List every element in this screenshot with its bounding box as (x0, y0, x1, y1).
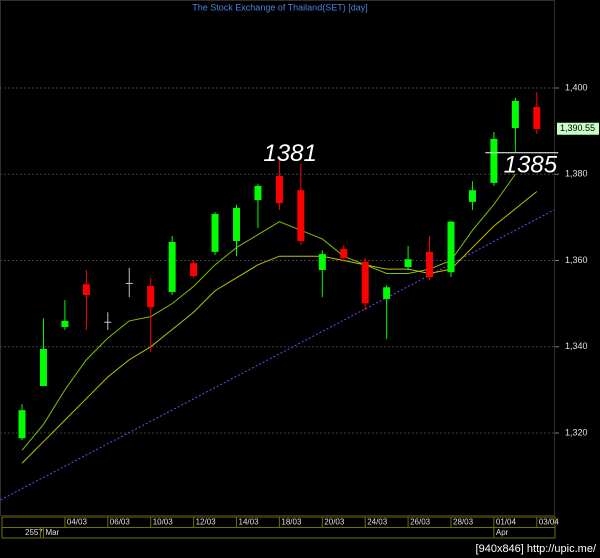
candle-body (61, 320, 69, 327)
candle-body (254, 185, 262, 201)
candle-body (211, 213, 219, 252)
candle-body (39, 348, 47, 387)
x-tick-label: 20/03 (324, 518, 345, 527)
candle-body (404, 259, 412, 267)
candle-body (533, 106, 541, 129)
candle-body (18, 410, 26, 439)
candle-body (82, 284, 90, 296)
x-tick-label: 04/03 (67, 518, 88, 527)
watermark: [940x846] http://upic.me/ (476, 543, 597, 555)
moving-average (21, 191, 538, 464)
candle-body (168, 241, 176, 293)
candle-body (275, 175, 283, 204)
y-tick-label: 1,380 (565, 169, 588, 179)
moving-average (21, 173, 516, 451)
x-tick-label: 14/03 (239, 518, 260, 527)
candle-body (447, 221, 455, 273)
last-price-box (557, 122, 599, 135)
x-tick-label: 01/04 (496, 518, 517, 527)
y-tick-label: 1,320 (565, 427, 588, 437)
plot-frame (0, 0, 555, 516)
annotation: 1385 (504, 151, 558, 178)
y-tick-label: 1,360 (565, 255, 588, 265)
candle-body (511, 100, 519, 129)
x-tick-label: 10/03 (153, 518, 174, 527)
candle-body (361, 261, 369, 304)
month-label: Apr (496, 528, 509, 537)
candle-body (125, 282, 133, 284)
y-tick-label: 1,340 (565, 341, 588, 351)
x-tick-label: 12/03 (196, 518, 217, 527)
candle-body (233, 207, 240, 242)
candle-body (426, 251, 434, 277)
x-tick-label: 24/03 (367, 518, 388, 527)
candle-body (297, 190, 305, 242)
candle-body (318, 254, 326, 271)
x-tick-label: 26/03 (410, 518, 431, 527)
chart-title: The Stock Exchange of Thailand(SET) [day… (192, 2, 367, 12)
candle-body (468, 190, 476, 202)
month-label: Mar (45, 528, 59, 537)
x-tick-label: 06/03 (110, 518, 131, 527)
x-tick-label: 18/03 (281, 518, 302, 527)
candle-body (147, 285, 155, 308)
y-tick-label: 1,400 (565, 82, 588, 92)
candle-body (490, 138, 498, 183)
x-tick-label: 28/03 (453, 518, 474, 527)
x-tick-label: 03/04 (539, 518, 560, 527)
last-price-label: 1,390.55 (560, 123, 595, 133)
candle-body (340, 248, 348, 258)
annotation: 1381 (263, 140, 316, 167)
candle-body (190, 263, 198, 277)
candle-body (104, 321, 112, 323)
trendline (0, 209, 555, 501)
year-label: 2557 (25, 528, 43, 537)
candle-body (383, 287, 391, 299)
